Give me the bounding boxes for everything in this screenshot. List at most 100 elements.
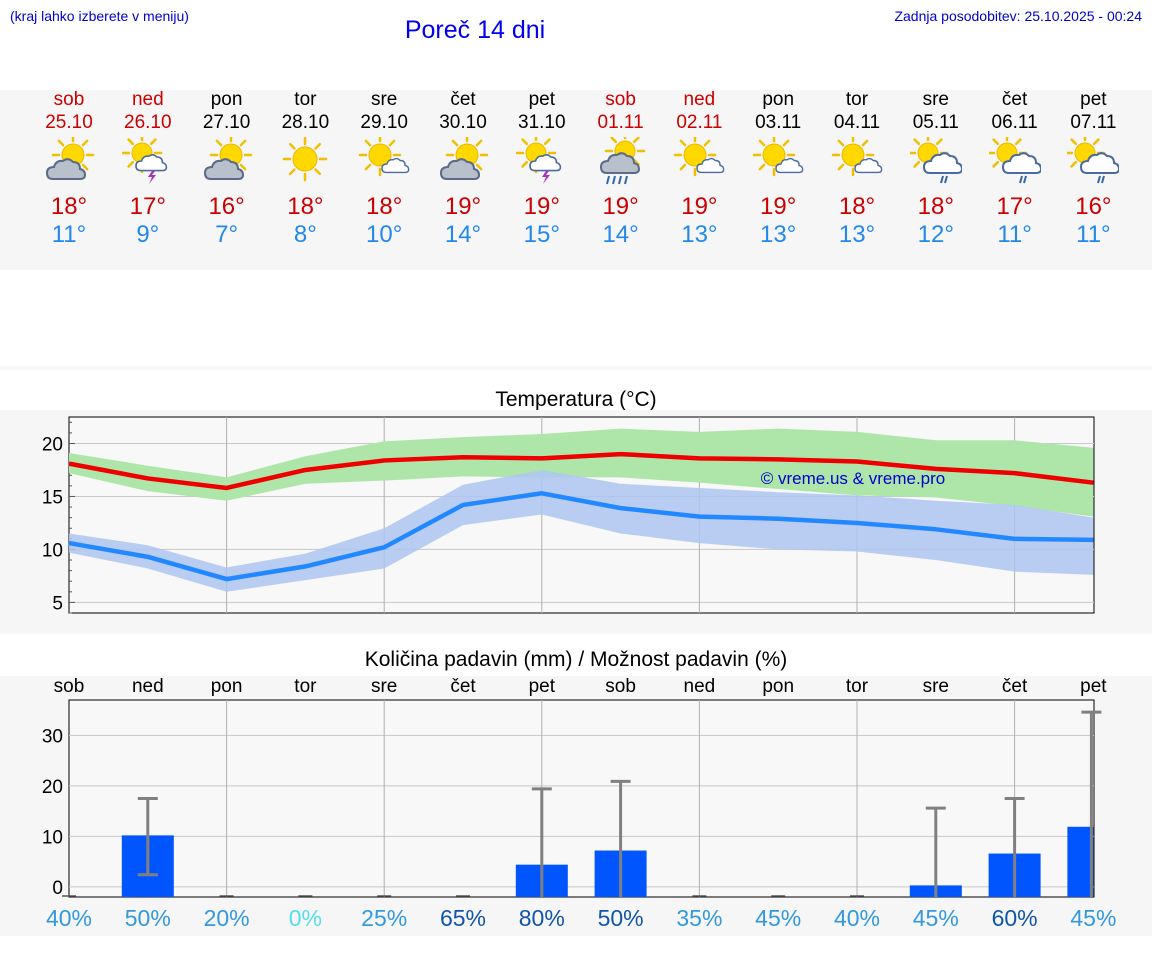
max-temp: 17° [129,193,166,220]
day-name: čet [1001,89,1028,110]
precip-day-label: sre [370,676,398,697]
day-date: 04.11 [833,112,881,133]
day-date: 31.10 [518,112,566,133]
day-name: ned [131,89,164,110]
day-name: pet [1080,89,1107,110]
precip-probability: 0% [288,905,323,931]
precip-day-label: tor [294,676,317,697]
max-temp: 18° [917,193,954,220]
day-date: 05.11 [912,112,959,133]
forecast-day: pon 27.10 16° 7° [187,89,267,249]
min-temp: 14° [444,221,482,248]
min-temp: 12° [917,221,954,248]
forecast-day: čet 30.10 19° 14° [423,89,503,249]
plot-area [68,699,1095,898]
day-name: sob [605,89,636,110]
y-tick-label: 20 [42,777,63,798]
day-name: sre [370,89,398,110]
sun-heavy-rain-icon [599,137,645,185]
min-temp: 14° [602,221,639,248]
y-tick-label: 10 [42,827,63,848]
precip-day-label: tor [845,676,869,697]
sun-cloud-icon [45,137,95,180]
day-name: pon [210,89,243,110]
day-date: 01.11 [597,112,644,133]
sun-small-cloud-icon [358,137,410,177]
day-name: pet [528,89,555,110]
forecast-day: pet 31.10 19° 15° [502,89,582,249]
precip-bar [1067,826,1094,897]
precip-probability: 50% [124,905,171,931]
max-temp: 19° [523,193,560,220]
forecast-day: pon 03.11 19° 13° [738,89,818,249]
precip-chart: 0 10 20 30 [42,699,1102,899]
max-temp: 18° [287,193,324,220]
forecast-day: ned 02.11 19° 13° [659,89,739,249]
sun-small-cloud-icon [752,137,804,177]
precip-probability: 35% [676,905,723,931]
sun-storm-icon [121,137,167,184]
precip-day-label: čet [1001,676,1028,697]
y-tick-label: 15 [42,487,63,508]
max-temp: 17° [996,193,1033,220]
forecast-day: sob 01.11 19° 14° [581,89,661,249]
precip-day-label: pon [210,676,243,697]
min-temp: 11° [51,221,87,248]
day-name: pon [762,89,795,110]
min-temp: 13° [838,221,876,248]
forecast-day: čet 06.11 17° 11° [975,89,1055,249]
sun-cloud-icon [439,137,489,180]
min-temp: 9° [136,221,160,248]
precip-day-label: sob [605,676,636,697]
precip-probability: 25% [361,905,408,931]
precip-probability: 40% [833,905,881,931]
min-temp: 10° [366,221,403,248]
sun-cloud-rain-icon [909,137,962,184]
day-name: sre [922,89,949,110]
forecast-day: ned 26.10 17° 9° [108,89,188,249]
day-date: 28.10 [281,112,330,133]
y-tick-label: 0 [52,878,63,899]
min-temp: 7° [215,221,239,248]
max-temp: 16° [208,193,245,220]
sun-small-cloud-icon [831,137,883,177]
max-temp: 16° [1075,193,1112,220]
min-temp-line [68,491,1094,582]
forecast-day: tor 04.11 18° 13° [817,89,897,249]
sun-icon [283,137,328,182]
temperature-chart: 5 10 15 20 © vreme.us & vreme.pro [42,416,1095,614]
forecast-days-band [0,90,1152,270]
day-name: tor [294,89,317,110]
y-tick-label: 5 [52,593,63,614]
forecast-day: sob 25.10 18° 11° [29,89,109,249]
max-temp: 19° [602,193,639,220]
sun-cloud-icon [203,137,252,180]
precip-day-label: pet [528,676,555,697]
min-temp: 11° [997,221,1032,248]
last-updated: Zadnja posodobitev: 25.10.2025 - 00:24 [894,8,1142,24]
day-name: sob [53,89,85,110]
precip-chart-title: Količina padavin (mm) / Možnost padavin … [364,648,788,671]
day-date: 26.10 [124,112,172,133]
min-temp: 11° [1076,221,1111,248]
precip-probability: 40% [45,905,93,931]
precip-day-label: ned [131,676,164,697]
location-hint: (kraj lahko izberete v meniju) [10,8,189,24]
forecast-day: pet 07.11 16° 11° [1053,89,1133,249]
day-date: 25.10 [45,112,93,133]
max-temp: 19° [760,193,797,220]
forecast-day: sre 05.11 18° 12° [896,89,976,249]
min-temp: 8° [293,221,317,248]
precip-probability: 45% [1070,905,1117,931]
day-date: 06.11 [991,112,1038,133]
page-title: Poreč 14 dni [404,16,546,44]
precip-day-label: čet [450,676,476,697]
temperature-chart-title: Temperatura (°C) [495,388,657,411]
forecast-day: tor 28.10 18° 8° [265,89,345,249]
precip-probability: 80% [518,905,565,931]
sun-small-cloud-icon [674,137,725,177]
max-temp: 19° [681,193,718,220]
day-date: 30.10 [439,112,487,133]
precip-day-label: ned [683,676,716,697]
precip-probability: 60% [991,905,1038,931]
